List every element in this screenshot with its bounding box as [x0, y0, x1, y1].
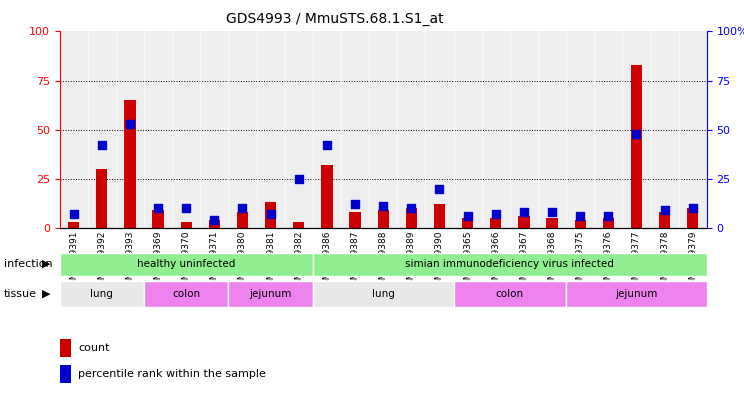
- Bar: [687, 208, 699, 228]
- Bar: [237, 212, 248, 228]
- Text: simian immunodeficiency virus infected: simian immunodeficiency virus infected: [405, 259, 615, 269]
- Bar: [679, 31, 707, 228]
- Point: [180, 205, 192, 211]
- Bar: [538, 31, 566, 228]
- Point: [490, 211, 501, 217]
- Bar: [594, 31, 623, 228]
- Bar: [208, 220, 220, 228]
- Point: [208, 217, 220, 223]
- Text: jejunum: jejunum: [615, 289, 658, 299]
- Bar: [631, 65, 642, 228]
- Bar: [60, 339, 71, 357]
- Bar: [510, 31, 538, 228]
- FancyBboxPatch shape: [454, 281, 566, 307]
- Bar: [462, 218, 473, 228]
- Text: percentile rank within the sample: percentile rank within the sample: [78, 369, 266, 379]
- Bar: [228, 31, 257, 228]
- Bar: [490, 218, 501, 228]
- Bar: [623, 31, 650, 228]
- Bar: [481, 31, 510, 228]
- Text: healthy uninfected: healthy uninfected: [137, 259, 235, 269]
- Bar: [369, 31, 397, 228]
- Bar: [124, 100, 135, 228]
- Point: [237, 205, 248, 211]
- Bar: [172, 31, 200, 228]
- Bar: [116, 31, 144, 228]
- Bar: [60, 365, 71, 383]
- Bar: [293, 222, 304, 228]
- FancyBboxPatch shape: [144, 281, 228, 307]
- Point: [96, 142, 108, 149]
- Point: [546, 209, 558, 215]
- Point: [293, 176, 305, 182]
- Bar: [321, 165, 333, 228]
- Point: [405, 205, 417, 211]
- Text: lung: lung: [90, 289, 113, 299]
- Bar: [265, 202, 276, 228]
- Point: [377, 203, 389, 209]
- Point: [658, 207, 670, 213]
- Bar: [603, 218, 614, 228]
- Bar: [153, 210, 164, 228]
- Point: [124, 121, 136, 127]
- Point: [603, 213, 615, 219]
- Bar: [546, 218, 558, 228]
- Bar: [285, 31, 312, 228]
- Text: ▶: ▶: [42, 259, 51, 269]
- Text: colon: colon: [172, 289, 200, 299]
- Bar: [650, 31, 679, 228]
- FancyBboxPatch shape: [312, 281, 454, 307]
- Bar: [341, 31, 369, 228]
- Bar: [96, 169, 107, 228]
- Point: [321, 142, 333, 149]
- Bar: [257, 31, 285, 228]
- Point: [687, 205, 699, 211]
- Text: jejunum: jejunum: [249, 289, 292, 299]
- Text: tissue: tissue: [4, 289, 36, 299]
- Bar: [377, 210, 389, 228]
- FancyBboxPatch shape: [60, 253, 312, 276]
- Text: colon: colon: [496, 289, 524, 299]
- FancyBboxPatch shape: [312, 253, 707, 276]
- Point: [68, 211, 80, 217]
- Text: infection: infection: [4, 259, 52, 269]
- Bar: [200, 31, 228, 228]
- Bar: [426, 31, 454, 228]
- Bar: [68, 222, 79, 228]
- Bar: [405, 208, 417, 228]
- Bar: [454, 31, 481, 228]
- Bar: [144, 31, 172, 228]
- Point: [152, 205, 164, 211]
- Point: [630, 130, 642, 137]
- Bar: [60, 31, 88, 228]
- Bar: [519, 216, 530, 228]
- Bar: [574, 220, 586, 228]
- FancyBboxPatch shape: [228, 281, 312, 307]
- FancyBboxPatch shape: [566, 281, 707, 307]
- Bar: [350, 212, 361, 228]
- Point: [574, 213, 586, 219]
- Text: GDS4993 / MmuSTS.68.1.S1_at: GDS4993 / MmuSTS.68.1.S1_at: [226, 12, 443, 26]
- Text: lung: lung: [372, 289, 394, 299]
- Bar: [312, 31, 341, 228]
- Point: [265, 211, 277, 217]
- Point: [518, 209, 530, 215]
- Point: [349, 201, 361, 208]
- Bar: [88, 31, 116, 228]
- Text: ▶: ▶: [42, 289, 51, 299]
- Point: [434, 185, 446, 192]
- Bar: [181, 222, 192, 228]
- Text: count: count: [78, 343, 109, 353]
- Bar: [659, 212, 670, 228]
- FancyBboxPatch shape: [60, 281, 144, 307]
- Bar: [397, 31, 426, 228]
- Bar: [434, 204, 445, 228]
- Point: [461, 213, 473, 219]
- Bar: [566, 31, 594, 228]
